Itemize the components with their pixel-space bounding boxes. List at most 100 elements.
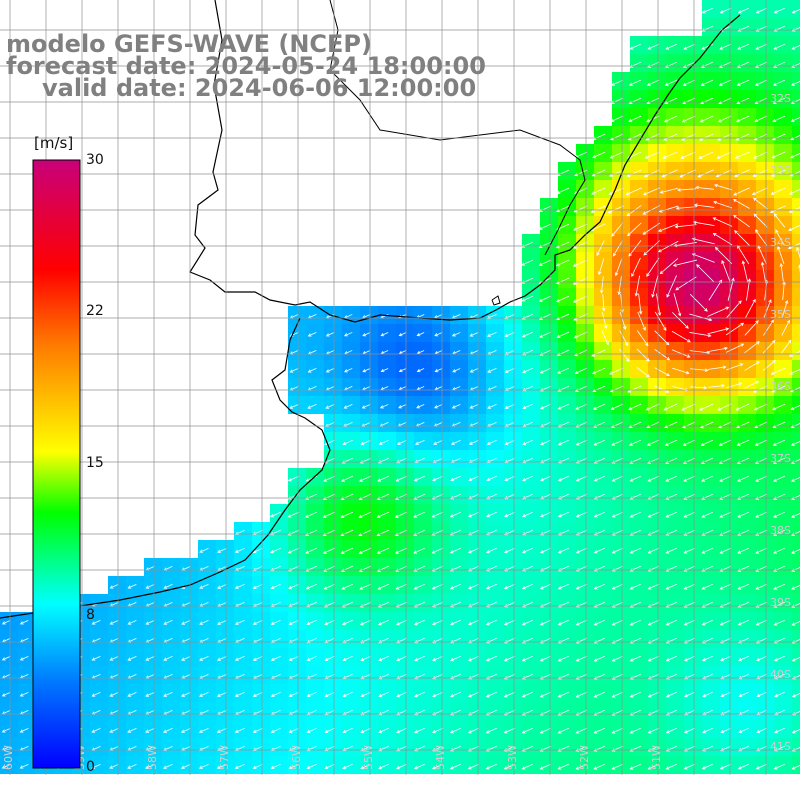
wind-arrow-head — [199, 657, 203, 661]
wind-arrow-head — [181, 729, 185, 733]
wind-arrow — [344, 368, 353, 373]
wind-arrow-head — [270, 747, 275, 752]
wind-arrow — [664, 421, 678, 428]
wind-arrow — [414, 619, 425, 626]
wind-arrow-head — [603, 324, 608, 329]
wind-arrow — [738, 655, 749, 661]
wind-arrow — [755, 547, 767, 554]
wind-arrow-head — [395, 478, 400, 482]
wind-cell — [792, 216, 800, 234]
wind-arrow — [343, 421, 353, 427]
wind-arrow — [540, 763, 551, 770]
wind-arrow — [755, 79, 768, 86]
wind-arrow-head — [307, 405, 311, 409]
wind-arrow-head — [557, 406, 562, 410]
wind-arrow-head — [737, 586, 742, 590]
wind-arrow — [791, 117, 800, 122]
wind-arrow-head — [572, 263, 577, 267]
wind-arrow — [672, 367, 689, 374]
wind-arrow-head — [450, 459, 455, 464]
wind-arrow-head — [719, 640, 724, 644]
wind-arrow-head — [773, 748, 778, 752]
wind-arrow — [627, 169, 642, 177]
wind-arrow-head — [719, 478, 723, 482]
wind-arrow — [381, 332, 389, 336]
wind-arrow-head — [360, 675, 365, 680]
wind-arrow-head — [557, 514, 562, 518]
wind-arrow-head — [756, 658, 760, 662]
wind-arrow-head — [487, 369, 491, 373]
wind-arrow-head — [644, 342, 649, 347]
wind-arrow — [576, 655, 587, 662]
wind-arrow-head — [521, 712, 526, 716]
wind-arrow-head — [306, 621, 311, 626]
wind-arrow-head — [305, 586, 310, 590]
wind-arrow-head — [539, 550, 544, 554]
wind-arrow — [666, 619, 677, 626]
wind-arrow-head — [680, 155, 685, 159]
wind-arrow-head — [773, 10, 778, 14]
wind-arrow-head — [306, 747, 311, 752]
wind-arrow-head — [751, 191, 756, 196]
wind-arrow-head — [791, 28, 796, 32]
wind-arrow-head — [342, 693, 347, 698]
wind-arrow-head — [449, 514, 454, 518]
wind-arrow — [658, 240, 679, 253]
wind-arrow — [487, 368, 497, 373]
wind-arrow-head — [557, 622, 562, 626]
wind-arrow-head — [719, 10, 724, 14]
wind-arrow-head — [737, 640, 742, 644]
wind-arrow-head — [322, 550, 327, 554]
wind-arrow — [755, 475, 767, 482]
wind-arrow — [289, 619, 299, 625]
wind-arrow-head — [774, 693, 779, 698]
wind-arrow-head — [645, 118, 650, 123]
wind-arrow — [505, 403, 515, 409]
colorbar-gradient — [32, 159, 81, 769]
wind-arrow — [576, 547, 587, 554]
wind-arrow-head — [288, 639, 293, 644]
wind-arrow-head — [611, 748, 616, 752]
wind-arrow — [163, 763, 173, 769]
wind-arrow — [593, 385, 606, 392]
wind-arrow-head — [719, 496, 724, 500]
wind-cell — [792, 234, 800, 252]
wind-arrow-head — [288, 621, 293, 626]
wind-arrow-head — [629, 730, 634, 734]
wind-arrow — [487, 349, 497, 355]
wind-arrow — [666, 547, 677, 554]
wind-arrow-head — [449, 568, 454, 572]
wind-arrow-head — [451, 405, 456, 409]
wind-arrow-head — [737, 478, 741, 482]
wind-arrow-head — [772, 406, 776, 411]
wind-arrow — [417, 332, 425, 336]
wind-arrow — [342, 763, 353, 769]
wind-arrow — [557, 169, 570, 176]
wind-arrow-head — [590, 209, 595, 213]
wind-arrow-head — [486, 586, 490, 590]
wind-arrow — [663, 133, 678, 141]
wind-cell — [792, 738, 800, 756]
wind-arrow — [217, 655, 227, 661]
wind-arrow-head — [431, 586, 436, 590]
wind-arrow-head — [539, 730, 544, 734]
wind-arrow-head — [737, 622, 742, 626]
wind-arrow-head — [539, 334, 544, 338]
wind-arrow-head — [305, 568, 310, 572]
wind-arrow — [381, 368, 389, 372]
wind-arrow-head — [540, 406, 544, 410]
wind-arrow — [290, 350, 299, 355]
wind-arrow-head — [287, 478, 292, 482]
wind-arrow-head — [686, 354, 691, 358]
wind-arrow-head — [665, 658, 670, 662]
wind-arrow-head — [270, 765, 275, 770]
wind-arrow-head — [521, 694, 526, 698]
wind-arrow — [522, 475, 533, 481]
wind-arrow-head — [557, 658, 562, 662]
wind-arrow-head — [738, 748, 742, 752]
wind-arrow-head — [715, 173, 720, 178]
wind-arrow-head — [755, 46, 760, 50]
wind-arrow — [753, 169, 768, 177]
wind-arrow — [398, 314, 407, 319]
wind-arrow-head — [663, 407, 668, 411]
